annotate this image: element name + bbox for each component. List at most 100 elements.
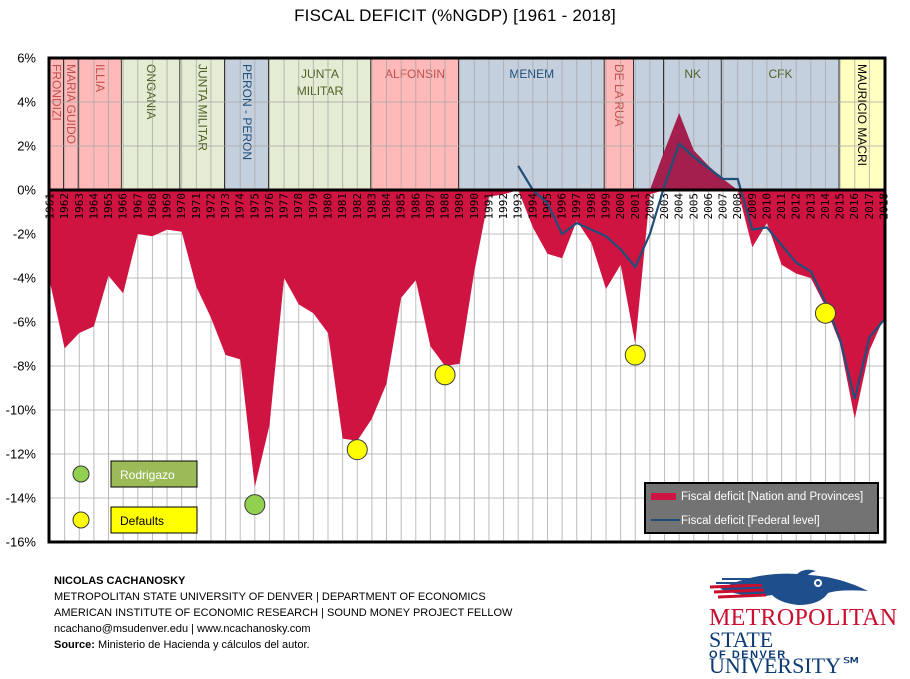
x-tick-label: 1990	[468, 193, 481, 220]
x-tick-label: 1986	[409, 193, 422, 220]
default-marker	[624, 344, 646, 366]
x-tick-label: 1982	[351, 193, 364, 220]
source-label: Source:	[54, 639, 95, 651]
roadrunner-icon	[709, 569, 868, 605]
x-tick-label: 1994	[526, 193, 539, 220]
marker-legend-dot	[72, 465, 90, 483]
period-band	[371, 58, 459, 190]
x-tick-label: 2011	[775, 193, 788, 220]
chart-title: FISCAL DEFICIT (%NGDP) [1961 - 2018]	[294, 6, 616, 25]
default-marker	[814, 302, 836, 324]
x-tick-label: 1964	[87, 193, 100, 220]
x-tick-label: 1962	[58, 193, 71, 220]
marker-legend-box	[110, 506, 198, 534]
event-markers	[244, 302, 836, 516]
deficit-area-negative	[50, 190, 884, 487]
x-tick-label: 1989	[453, 193, 466, 220]
period-label: CFK	[768, 67, 792, 81]
x-tick-label: 1980	[322, 193, 335, 220]
x-tick-label: 2017	[863, 193, 876, 220]
x-tick-label: 1971	[190, 193, 203, 220]
legend-label: Fiscal deficit [Federal level]	[681, 515, 820, 527]
period-band	[604, 58, 634, 190]
x-tick-label: 1996	[556, 193, 569, 220]
x-tick-label: 1967	[131, 193, 144, 220]
y-tick-label: 6%	[17, 51, 36, 66]
x-tick-label: 1985	[395, 193, 408, 220]
x-tick-label: 1977	[278, 193, 291, 220]
x-tick-label: 1968	[146, 193, 159, 220]
y-tick-label: -4%	[13, 271, 37, 286]
x-axis-ticks: 1961 1962 1963 1964 1965 1966 1967 1968 1969 1970…	[44, 193, 891, 220]
source-line: Source: Ministerio de Hacienda y cálculo…	[54, 637, 512, 653]
x-tick-label: 2002	[643, 193, 656, 220]
period-label: JUNTA	[301, 67, 339, 81]
marker-legend: Rodrigazo Defaults	[72, 460, 198, 534]
x-tick-label: 2004	[673, 193, 686, 220]
period-band	[121, 58, 181, 190]
x-tick-label: 2012	[790, 193, 803, 220]
x-tick-label: 1979	[307, 193, 320, 220]
period-band	[224, 58, 269, 190]
x-tick-label: 1997	[570, 193, 583, 220]
y-tick-label: -8%	[13, 359, 37, 374]
msu-denver-logo: METROPOLITAN STATE UNIVERSITY℠ OF DENVER	[700, 565, 900, 678]
x-tick-label: 1995	[541, 193, 554, 220]
x-tick-label: 1983	[365, 193, 378, 220]
x-tick-label: 1998	[585, 193, 598, 220]
period-label: ILLIA	[93, 64, 107, 92]
x-tick-label: 1970	[175, 193, 188, 220]
x-tick-label: 1972	[204, 193, 217, 220]
x-tick-label: 2015	[834, 193, 847, 220]
default-marker	[346, 439, 368, 461]
y-tick-label: -14%	[6, 491, 37, 506]
footer: NICOLAS CACHANOSKY METROPOLITAN STATE UN…	[54, 573, 512, 653]
y-tick-label: 0%	[17, 183, 36, 198]
period-label: ONGANIA	[144, 64, 158, 119]
y-tick-label: -10%	[6, 403, 37, 418]
period-label: MAURICIO MACRI	[855, 64, 869, 166]
period-band	[721, 58, 840, 190]
federal-deficit-line	[517, 141, 885, 400]
plot-frame	[47, 56, 887, 544]
y-tick-label: -6%	[13, 315, 37, 330]
x-tick-label: 1981	[336, 193, 349, 220]
x-tick-label: 1984	[380, 193, 393, 220]
x-tick-label: 1992	[497, 193, 510, 220]
period-label: DE LA RUA	[612, 64, 626, 127]
x-tick-label: 1978	[292, 193, 305, 220]
period-label: JUNTA MILITAR	[196, 64, 210, 151]
period-band	[839, 58, 885, 190]
surplus-area-positive	[50, 113, 884, 190]
y-tick-label: -16%	[6, 535, 37, 550]
period-label: ALFONSIN	[385, 67, 445, 81]
x-tick-label: 1969	[161, 193, 174, 220]
legend-swatch-area	[651, 493, 676, 500]
contact-line: ncachano@msudenver.edu | www.ncachanosky…	[54, 623, 311, 635]
y-tick-label: 4%	[17, 95, 36, 110]
source-text: Ministerio de Hacienda y cálculos del au…	[94, 639, 310, 651]
x-tick-label: 1976	[263, 193, 276, 220]
legend-box	[644, 482, 879, 534]
x-tick-label: 2009	[746, 193, 759, 220]
affiliation-line-1: METROPOLITAN STATE UNIVERSITY OF DENVER …	[54, 591, 486, 603]
period-band	[458, 58, 605, 190]
x-tick-label: 1963	[73, 193, 86, 220]
period-band	[78, 58, 122, 190]
default-marker	[434, 364, 456, 386]
x-tick-label: 2014	[819, 193, 832, 220]
period-bands: FRONDIZI MARIA GUIDO ILLIA ONGANIA JUNTA MIL…	[49, 58, 886, 190]
series-legend: Fiscal deficit [Nation and Provinces] Fis…	[644, 482, 879, 534]
x-tick-label: 1999	[600, 193, 613, 220]
x-tick-label: 2010	[760, 193, 773, 220]
author-name: NICOLAS CACHANOSKY	[54, 575, 186, 587]
x-tick-label: 1993	[512, 193, 525, 220]
period-band	[63, 58, 79, 190]
period-label: NK	[684, 67, 701, 81]
x-tick-label: 1991	[482, 193, 495, 220]
affiliation-line-2: AMERICAN INSTITUTE OF ECONOMIC RESEARCH …	[54, 607, 513, 619]
y-axis-ticks: 6% 4% 2% 0% -2% -4% -6% -8% -10% -12% -14% -16%	[6, 51, 37, 550]
marker-legend-label: Defaults	[120, 514, 164, 528]
marker-legend-label: Rodrigazo	[120, 468, 175, 482]
period-label: MILITAR	[297, 84, 344, 98]
